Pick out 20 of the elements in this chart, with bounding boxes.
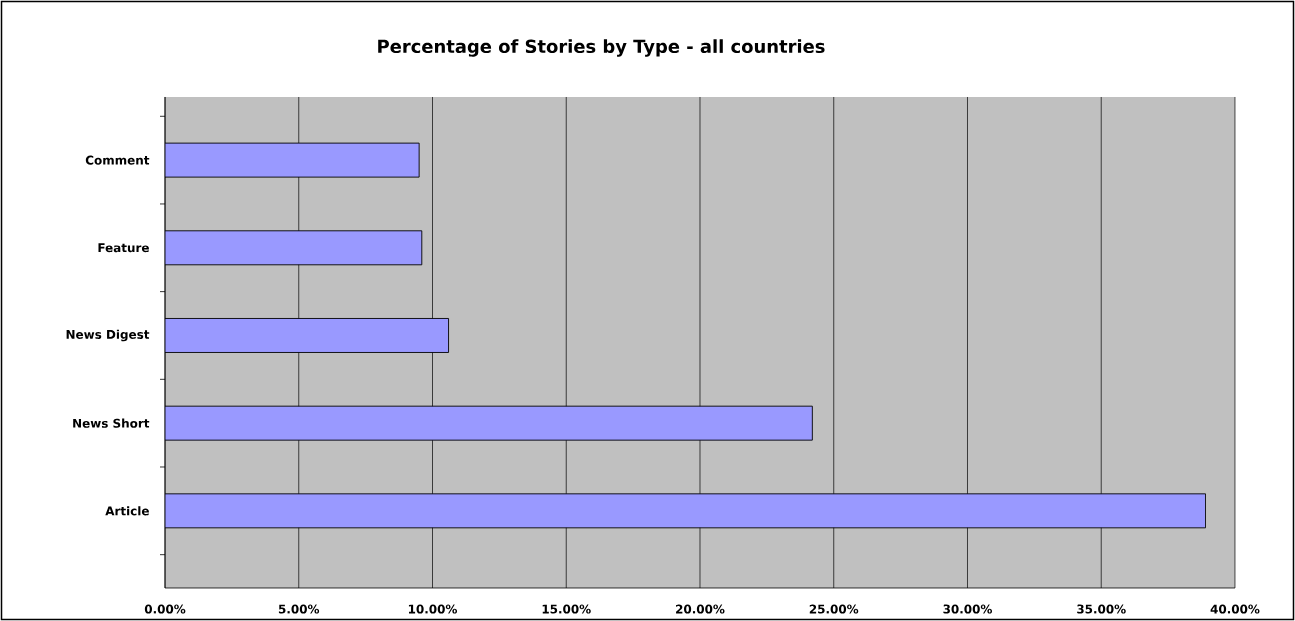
- chart-title: Percentage of Stories by Type - all countries: [378, 39, 825, 57]
- y-tick-label: News Digest: [66, 329, 150, 342]
- x-tick-label: 40.00%: [1210, 604, 1260, 614]
- bar: [165, 142, 420, 178]
- y-tick-label: News Short: [73, 418, 150, 428]
- y-tick-label: Feature: [98, 243, 149, 253]
- y-tick-label: Article: [105, 506, 149, 516]
- x-tick-label: 15.00%: [542, 604, 591, 614]
- bar: [165, 493, 1206, 529]
- x-tick-label: 30.00%: [943, 604, 993, 614]
- bar: [165, 405, 813, 441]
- x-tick-label: 10.00%: [408, 604, 458, 614]
- x-tick-label: 0.00%: [144, 604, 186, 614]
- x-tick-label: 25.00%: [809, 604, 859, 614]
- x-tick-label: 35.00%: [1077, 604, 1126, 614]
- y-tick-label: Comment: [85, 155, 150, 165]
- x-tick-label: 5.00%: [278, 604, 320, 614]
- x-tick-label: 20.00%: [676, 604, 725, 614]
- bar: [165, 230, 423, 266]
- bar: [165, 318, 449, 353]
